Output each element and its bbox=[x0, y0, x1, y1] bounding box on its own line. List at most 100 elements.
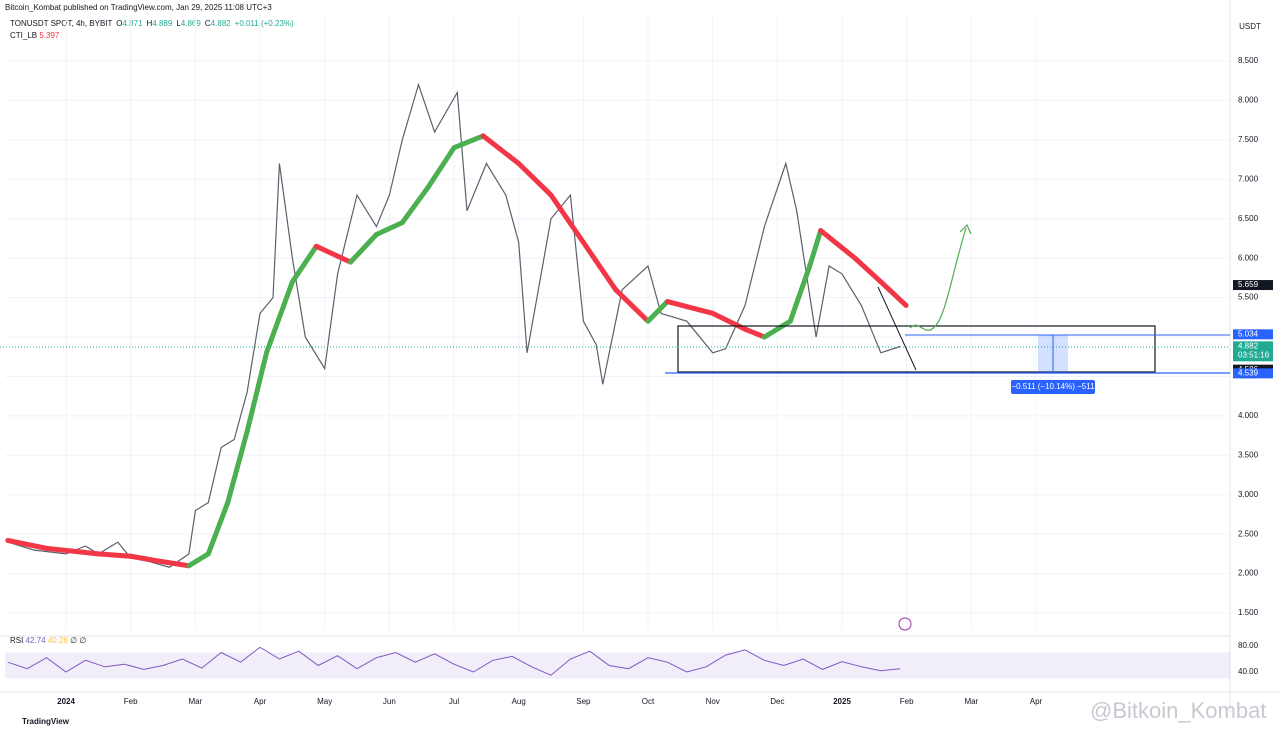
indicator-segment bbox=[264, 279, 295, 356]
indicator-segment bbox=[128, 553, 166, 565]
rsi-readout: 42.74 bbox=[26, 636, 47, 645]
rsi-line bbox=[7, 646, 901, 676]
price-pane: 1.5002.0002.5003.0003.5004.0004.5005.000… bbox=[5, 15, 1273, 630]
watermark: @Bitkoin_Kombat bbox=[1090, 698, 1266, 723]
y-tick-label: 3.500 bbox=[1238, 450, 1259, 459]
y-tick-label: 1.500 bbox=[1238, 608, 1259, 617]
trend-line bbox=[877, 286, 917, 371]
rsi-placeholder: ∅ bbox=[79, 636, 86, 645]
x-tick-label: 2025 bbox=[833, 697, 851, 706]
projection-arrow bbox=[909, 227, 967, 331]
indicator-segment bbox=[807, 228, 824, 269]
ohlc-value: 4.871 bbox=[123, 19, 144, 28]
x-tick-label: Oct bbox=[642, 697, 655, 706]
indicator-segment bbox=[5, 537, 50, 551]
measure-label: −0.511 (−10.14%) −511 bbox=[1011, 382, 1095, 391]
ohlc-label: H bbox=[147, 19, 153, 28]
x-tick-label: Mar bbox=[964, 697, 978, 706]
indicator-segment bbox=[516, 161, 554, 198]
arrow-head bbox=[959, 223, 972, 235]
x-tick-label: Feb bbox=[900, 697, 914, 706]
x-tick-label: Apr bbox=[1030, 697, 1043, 706]
indicator-segment bbox=[878, 279, 909, 308]
x-tick-label: Feb bbox=[124, 697, 138, 706]
rsi-readout: 40.28 bbox=[48, 636, 69, 645]
indicator-segment bbox=[313, 243, 354, 265]
price-label-box bbox=[1233, 368, 1273, 379]
indicator-segment bbox=[818, 228, 858, 261]
y-tick-label: 2.500 bbox=[1238, 529, 1259, 538]
event-icon[interactable] bbox=[898, 617, 912, 631]
indicator-segment bbox=[548, 192, 586, 245]
range-box bbox=[677, 325, 1156, 373]
indicator-segment bbox=[160, 559, 192, 569]
x-tick-label: Jun bbox=[383, 697, 396, 706]
y-tick-label: 8.500 bbox=[1238, 56, 1259, 65]
price-label: 4.539 bbox=[1238, 368, 1259, 377]
indicator-segment bbox=[95, 551, 134, 559]
indicator-segment bbox=[645, 299, 670, 324]
price-label-box bbox=[1233, 280, 1273, 291]
x-tick-label: Dec bbox=[770, 697, 784, 706]
countdown: 03:51:16 bbox=[1238, 350, 1270, 359]
indicator-segment bbox=[244, 350, 270, 435]
indicator-segment bbox=[399, 184, 431, 226]
indicator-segment bbox=[451, 133, 486, 151]
indicator-segment bbox=[787, 263, 813, 324]
indicator-value: 5.397 bbox=[39, 31, 60, 40]
indicator-segment bbox=[664, 299, 716, 316]
y-tick-label: 3.000 bbox=[1238, 490, 1259, 499]
indicator-segment bbox=[580, 239, 619, 293]
x-tick-label: Jul bbox=[449, 697, 459, 706]
x-tick-label: Nov bbox=[706, 697, 720, 706]
indicator-segment bbox=[373, 220, 405, 237]
indicator-segment bbox=[852, 255, 884, 285]
indicator-segment bbox=[480, 133, 522, 167]
measure-label-box bbox=[1011, 380, 1095, 394]
rsi-pane: 80.00 40.00 bbox=[5, 641, 1259, 679]
rsi-placeholder: ∅ bbox=[70, 636, 77, 645]
price-label: 5.659 bbox=[1238, 280, 1259, 289]
indicator-segment bbox=[186, 551, 211, 569]
indicator-segment bbox=[205, 500, 231, 557]
y-tick-label: 2.000 bbox=[1238, 569, 1259, 578]
indicator-line: CTI_LB 5.397 bbox=[10, 31, 60, 40]
y-tick-label: 40.00 bbox=[1238, 667, 1259, 676]
ohlc-value: 4.889 bbox=[152, 19, 173, 28]
indicator-segment bbox=[348, 231, 379, 265]
indicator-segment bbox=[289, 243, 319, 285]
brand: TradingView bbox=[22, 717, 70, 726]
indicator-segment bbox=[44, 545, 101, 557]
y-tick-label: 5.500 bbox=[1238, 293, 1259, 302]
y-tick-label: 6.000 bbox=[1238, 253, 1259, 262]
x-tick-label: Apr bbox=[254, 697, 267, 706]
indicator-segment bbox=[761, 318, 793, 340]
change: +0.011 (+0.23%) bbox=[235, 19, 294, 28]
y-tick-label: 80.00 bbox=[1238, 641, 1259, 650]
y-tick-label: 6.500 bbox=[1238, 214, 1259, 223]
ohlc-label: C bbox=[205, 19, 211, 28]
symbol: TONUSDT SPOT, 4h, BYBIT bbox=[10, 19, 113, 28]
ohlc-value: 4.882 bbox=[211, 19, 232, 28]
y-tick-label: 7.000 bbox=[1238, 174, 1259, 183]
y-tick-label: 7.500 bbox=[1238, 135, 1259, 144]
published: Bitcoin_Kombat published on TradingView.… bbox=[5, 3, 272, 12]
rsi-title: RSI bbox=[10, 636, 23, 645]
price-line bbox=[7, 82, 901, 568]
indicator-segment bbox=[613, 287, 651, 324]
indicator-segment bbox=[225, 429, 250, 506]
price-label: 4.882 bbox=[1238, 341, 1259, 350]
x-tick-label: May bbox=[317, 697, 332, 706]
rsi-band bbox=[5, 652, 1230, 679]
ohlc-label: L bbox=[176, 19, 181, 28]
symbol-line: TONUSDT SPOT, 4h, BYBIT O4.871 H4.889 L4.86… bbox=[10, 19, 294, 28]
x-tick-label: Sep bbox=[576, 697, 591, 706]
ohlc-value: 4.869 bbox=[181, 19, 202, 28]
x-tick-label: 2024 bbox=[57, 697, 75, 706]
price-label-box bbox=[1233, 329, 1273, 340]
currency: USDT bbox=[1239, 22, 1261, 31]
ohlc-label: O bbox=[116, 19, 122, 28]
x-tick-label: Aug bbox=[512, 697, 526, 706]
